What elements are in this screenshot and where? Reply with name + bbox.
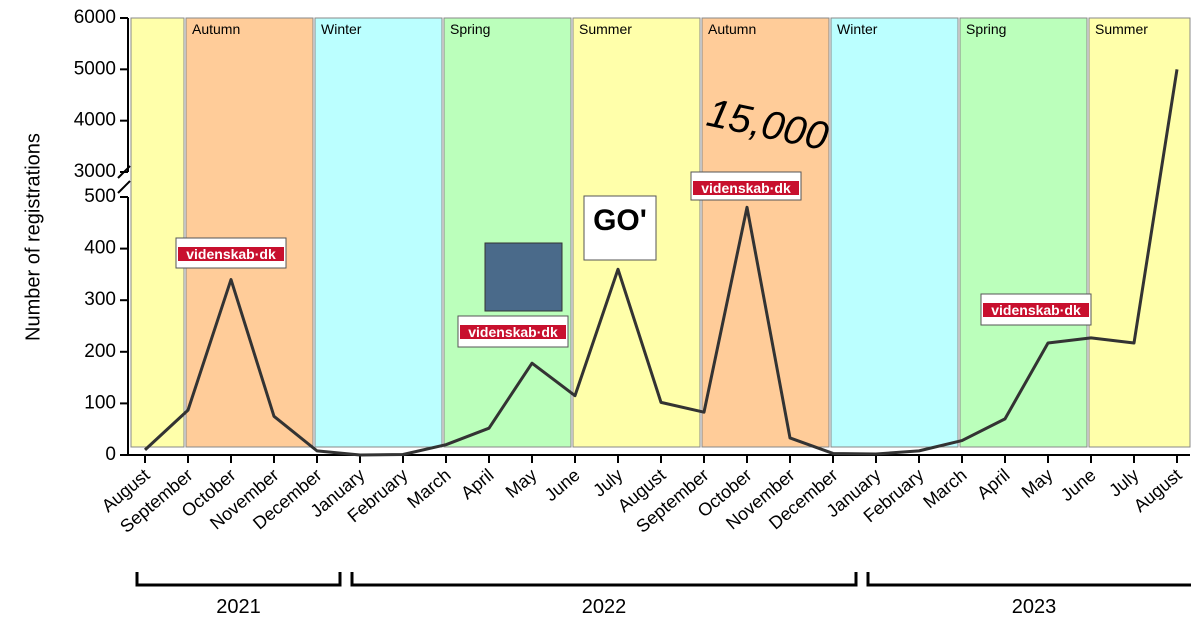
y-tick-label: 5000 [74,58,116,79]
annotation: videnskab·dk [186,246,276,262]
y-tick-label: 100 [84,392,116,413]
year-bracket [350,572,858,587]
logo-bar [178,247,284,261]
annotation: GO' [593,204,647,237]
year-bracket [135,572,342,587]
season-label: Summer [579,21,632,37]
y-tick-label: 3000 [74,161,116,182]
data-line [143,69,1179,457]
y-tick-label: 500 [84,186,116,207]
radio-image [484,242,563,312]
x-tick-label: May [1018,465,1057,502]
season-band [314,17,443,448]
x-tick-label: August [1130,465,1186,516]
season-band [830,17,959,448]
season-band [701,17,830,448]
logo-bar [460,325,566,339]
y-tick-label: 200 [84,341,116,362]
season-band [443,17,572,448]
logo-bar [693,181,799,195]
x-tick-label: March [919,465,970,512]
x-tick-label: May [502,465,541,502]
x-tick-label: April [973,465,1013,503]
year-label: 2021 [216,596,261,618]
y-tick-label: 6000 [74,7,116,28]
x-tick-label: June [1057,465,1100,505]
annotation: videnskab·dk [991,302,1081,318]
y-tick-label: 400 [84,238,116,259]
logo-box [583,195,657,261]
season-band [185,17,314,448]
y-tick-label: 4000 [74,110,116,131]
logo-bar [983,303,1089,317]
year-label: 2022 [582,596,627,618]
season-label: Winter [837,21,878,37]
x-tick-label: March [403,465,454,512]
season-label: Autumn [708,21,756,37]
annotation: videnskab·dk [701,180,791,196]
x-tick-label: April [457,465,497,503]
season-label: Winter [321,21,362,37]
year-label: 2023 [1012,596,1057,618]
season-band [959,17,1088,448]
y-tick-label: 0 [105,444,116,465]
y-tick-label: 300 [84,289,116,310]
season-label: Autumn [192,21,240,37]
annotation: videnskab·dk [468,324,558,340]
x-tick-label: June [541,465,584,505]
year-bracket [866,572,1191,587]
season-label: Summer [1095,21,1148,37]
season-label: Spring [450,21,490,37]
season-band [130,17,185,448]
season-label: Spring [966,21,1006,37]
y-axis-label: Number of registrations [22,133,44,341]
axis-break [117,180,131,194]
